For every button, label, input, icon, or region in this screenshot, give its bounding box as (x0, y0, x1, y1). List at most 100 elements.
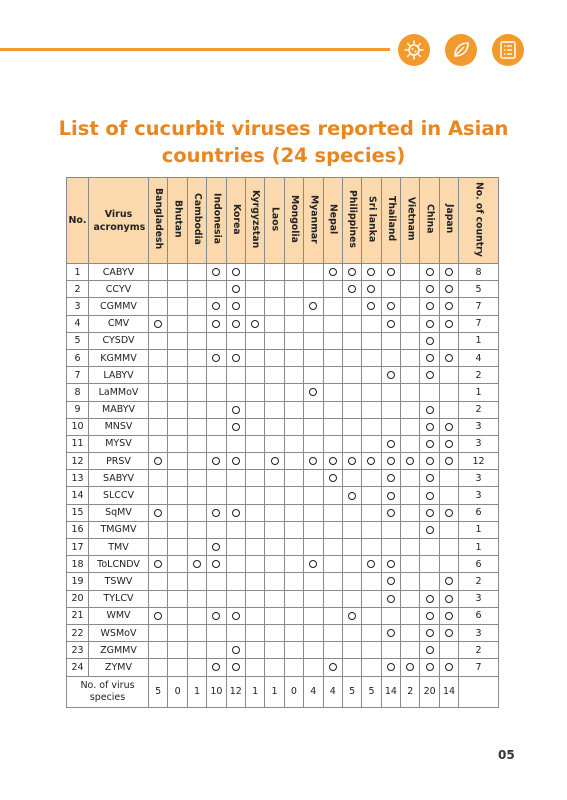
presence-cell (244, 331, 266, 350)
leaf-icon (445, 34, 477, 66)
presence-cell (419, 641, 440, 660)
presence-cell (206, 348, 227, 368)
country-count: 7 (458, 314, 499, 333)
presence-cell (186, 641, 208, 660)
virus-acronym: ZGMMV (88, 641, 149, 660)
presence-cell (438, 400, 460, 419)
column-header-country: Thailand (380, 177, 402, 264)
presence-cell (167, 503, 188, 522)
column-header-country: Laos (264, 177, 285, 264)
presence-cell (400, 606, 421, 625)
presence-cell (361, 434, 382, 454)
column-header-country: Bhutan (167, 177, 188, 264)
row-number: 17 (66, 537, 89, 557)
row-number: 1 (66, 262, 89, 282)
presence-cell (341, 469, 363, 488)
reported-mark (445, 422, 454, 431)
presence-cell (322, 280, 343, 299)
row-number: 14 (66, 486, 89, 505)
row-number: 6 (66, 348, 89, 368)
presence-cell (400, 280, 421, 299)
column-header-country: Mongolia (283, 177, 305, 264)
presence-cell (244, 400, 266, 419)
presence-cell (322, 366, 343, 385)
presence-cell (186, 434, 208, 454)
presence-cell (264, 555, 285, 574)
presence-cell (264, 486, 285, 505)
presence-cell (361, 606, 382, 625)
presence-cell (303, 280, 324, 299)
presence-cell (361, 297, 382, 316)
presence-cell (419, 452, 440, 471)
reported-mark (425, 422, 434, 431)
presence-cell (303, 348, 324, 368)
reported-mark (231, 422, 240, 431)
presence-cell (419, 348, 440, 368)
presence-cell (225, 589, 246, 608)
presence-cell (225, 469, 246, 488)
column-header-country: Kyrgyzstan (244, 177, 266, 264)
presence-cell (400, 417, 421, 436)
presence-cell (322, 537, 343, 557)
presence-cell (186, 400, 208, 419)
presence-cell (186, 537, 208, 557)
table-footer-row: No. of virus species 5 0 1 10 12 1 1 0 4 4 5 5 14 2 20 1… (66, 675, 499, 708)
presence-cell (186, 503, 208, 522)
reported-mark (425, 319, 434, 328)
presence-cell (380, 641, 402, 660)
presence-cell (400, 658, 421, 677)
reported-mark (231, 285, 240, 294)
presence-cell (419, 280, 440, 299)
presence-cell (419, 262, 440, 282)
presence-cell (380, 623, 402, 643)
presence-cell (438, 520, 460, 540)
presence-cell (147, 503, 169, 522)
presence-cell (244, 280, 266, 299)
presence-cell (206, 555, 227, 574)
presence-cell (400, 452, 421, 471)
presence-cell (264, 572, 285, 591)
presence-cell (419, 520, 440, 540)
presence-cell (186, 572, 208, 591)
presence-cell (206, 520, 227, 540)
virus-acronym: WMV (88, 606, 149, 625)
table-row: 4 CMV 7 (66, 314, 499, 333)
presence-cell (283, 383, 305, 402)
presence-cell (341, 262, 363, 282)
reported-mark (425, 474, 434, 483)
presence-cell (264, 623, 285, 643)
presence-cell (147, 331, 169, 350)
species-count: 14 (380, 675, 402, 708)
presence-cell (303, 503, 324, 522)
presence-cell (225, 537, 246, 557)
presence-cell (419, 383, 440, 402)
presence-cell (400, 486, 421, 505)
presence-cell (419, 331, 440, 350)
reported-mark (251, 319, 260, 328)
reported-mark (231, 268, 240, 277)
presence-cell (186, 348, 208, 368)
presence-cell (419, 486, 440, 505)
country-count: 5 (458, 280, 499, 299)
species-count: 5 (147, 675, 169, 708)
reported-mark (386, 474, 395, 483)
presence-cell (206, 366, 227, 385)
country-count: 3 (458, 589, 499, 608)
column-header-country: Sri lanka (361, 177, 382, 264)
reported-mark (212, 508, 221, 517)
presence-cell (283, 314, 305, 333)
reported-mark (386, 457, 395, 466)
presence-cell (341, 555, 363, 574)
reported-mark (212, 268, 221, 277)
reported-mark (309, 302, 318, 311)
presence-cell (361, 452, 382, 471)
column-header-country: Korea (225, 177, 246, 264)
table-row: 12 PRSV 12 (66, 452, 499, 471)
presence-cell (303, 297, 324, 316)
row-number: 8 (66, 383, 89, 402)
presence-cell (322, 400, 343, 419)
table-header-row: No. Virus acronyms Bangladesh Bhutan Cambo… (66, 177, 499, 264)
presence-cell (322, 348, 343, 368)
presence-cell (147, 641, 169, 660)
presence-cell (244, 572, 266, 591)
